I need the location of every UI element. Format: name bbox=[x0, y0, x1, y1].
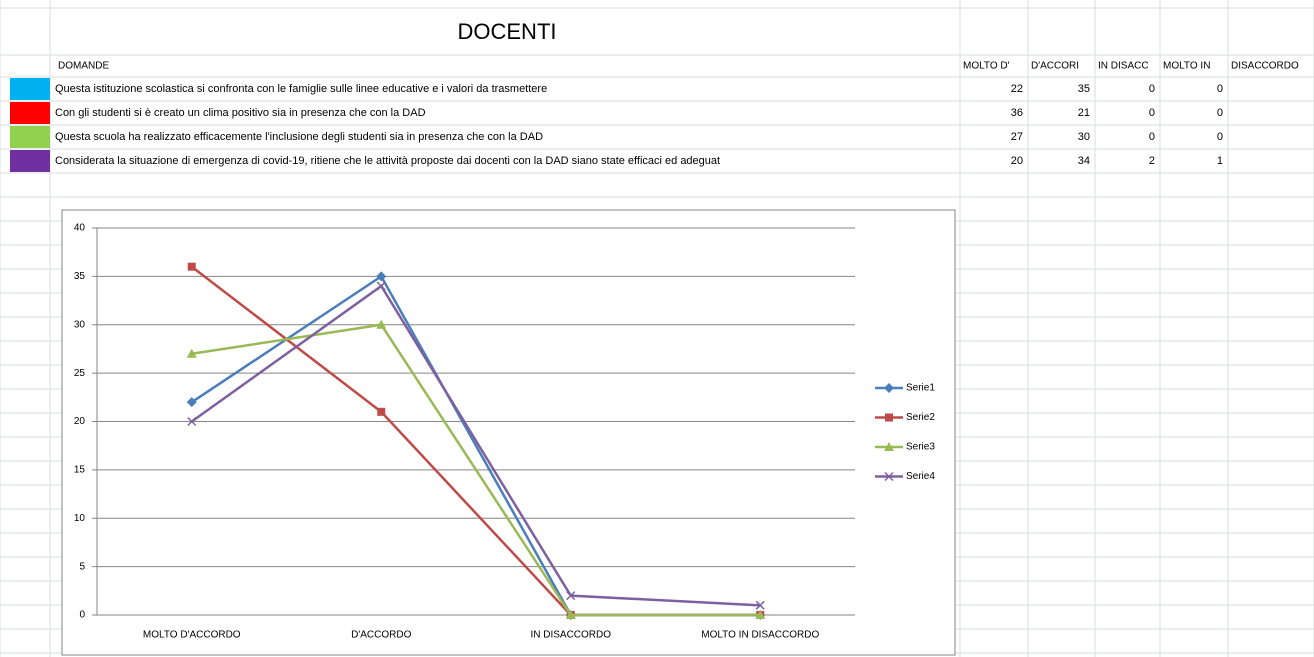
question: Considerata la situazione di emergenza d… bbox=[55, 155, 720, 167]
x-tick-label: IN DISACCORDO bbox=[530, 630, 611, 641]
value-cell: 0 bbox=[1217, 107, 1223, 119]
value-cell: 34 bbox=[1078, 155, 1090, 167]
y-tick-label: 10 bbox=[74, 513, 86, 524]
row-swatch bbox=[10, 150, 50, 172]
row-swatch bbox=[10, 126, 50, 148]
marker bbox=[187, 262, 196, 271]
y-tick-label: 25 bbox=[74, 368, 86, 379]
marker bbox=[755, 600, 765, 610]
value-cell: 0 bbox=[1149, 83, 1155, 95]
value-cell: 1 bbox=[1217, 155, 1223, 167]
legend-label: Serie1 bbox=[906, 383, 935, 394]
value-cell: 2 bbox=[1149, 155, 1155, 167]
marker bbox=[186, 348, 197, 358]
header-cell: D'ACCORI bbox=[1031, 61, 1079, 72]
marker bbox=[885, 413, 893, 422]
marker bbox=[376, 271, 387, 282]
legend-label: Serie2 bbox=[906, 412, 935, 423]
marker bbox=[565, 610, 576, 619]
marker bbox=[884, 442, 894, 451]
question: Questa scuola ha realizzato efficacement… bbox=[55, 131, 543, 143]
x-tick-label: D'ACCORDO bbox=[351, 630, 411, 641]
value-cell: 35 bbox=[1078, 83, 1090, 95]
header-cell: DOMANDE bbox=[58, 61, 109, 72]
header-cell: IN DISACC bbox=[1098, 61, 1149, 72]
y-tick-label: 30 bbox=[74, 319, 86, 330]
y-tick-label: 0 bbox=[79, 610, 85, 621]
value-cell: 36 bbox=[1011, 107, 1023, 119]
question: Questa istituzione scolastica si confron… bbox=[55, 83, 547, 95]
row-swatch bbox=[10, 78, 50, 100]
header-cell: MOLTO D' bbox=[963, 61, 1010, 72]
y-tick-label: 40 bbox=[74, 223, 86, 234]
y-tick-label: 20 bbox=[74, 416, 86, 427]
value-cell: 21 bbox=[1078, 107, 1090, 119]
value-cell: 0 bbox=[1217, 131, 1223, 143]
chart-frame bbox=[61, 209, 956, 656]
series-line bbox=[191, 284, 761, 607]
marker bbox=[376, 319, 387, 329]
marker bbox=[884, 383, 894, 393]
marker bbox=[376, 281, 386, 291]
y-tick-label: 5 bbox=[79, 561, 85, 572]
value-cell: 0 bbox=[1149, 107, 1155, 119]
marker bbox=[566, 591, 576, 601]
y-tick-label: 35 bbox=[74, 271, 86, 282]
value-cell: 27 bbox=[1011, 131, 1023, 143]
value-cell: 20 bbox=[1011, 155, 1023, 167]
marker bbox=[187, 416, 197, 427]
value-cell: 0 bbox=[1149, 131, 1155, 143]
row-swatch bbox=[10, 102, 50, 124]
sheet-title: DOCENTI bbox=[458, 19, 557, 44]
value-cell: 30 bbox=[1078, 131, 1090, 143]
series-line bbox=[191, 323, 761, 617]
cells: DOMANDE MOLTO D' D'ACCORI IN DISACC MOLTO IN… bbox=[10, 61, 1299, 172]
x-tick-label: MOLTO IN DISACCORDO bbox=[701, 630, 819, 641]
marker bbox=[186, 397, 197, 408]
value-cell: 22 bbox=[1011, 83, 1023, 95]
marker bbox=[755, 610, 766, 619]
question: Con gli studenti si è creato un clima po… bbox=[55, 107, 426, 119]
chart: 0 5 10 15 20 25 30 35 40 MOLTO D'ACCORDO D'ACCORDO… bbox=[74, 223, 935, 641]
header-cell: MOLTO IN bbox=[1163, 61, 1210, 72]
legend-label: Serie3 bbox=[906, 442, 935, 453]
x-tick-label: MOLTO D'ACCORDO bbox=[143, 630, 241, 641]
y-tick-label: 15 bbox=[74, 465, 86, 476]
legend-label: Serie4 bbox=[906, 471, 935, 482]
value-cell: 0 bbox=[1217, 83, 1223, 95]
header-cell: DISACCORDO bbox=[1231, 61, 1299, 72]
marker bbox=[377, 407, 386, 416]
marker bbox=[884, 471, 894, 482]
